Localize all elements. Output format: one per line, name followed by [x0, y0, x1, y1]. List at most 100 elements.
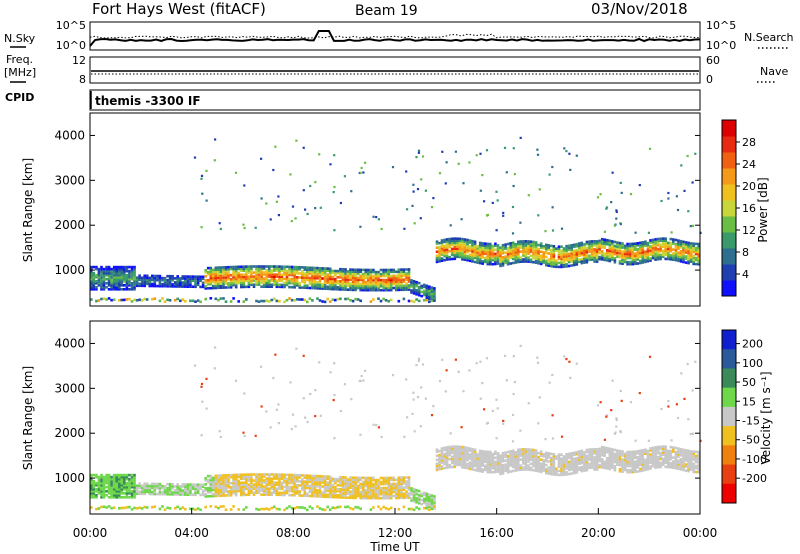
power-cell [382, 274, 385, 278]
power-cell [578, 250, 581, 253]
velocity-cell [448, 453, 451, 457]
velocity-cell [425, 500, 429, 504]
velocity-cell [491, 470, 495, 474]
power-cell [608, 255, 612, 259]
power-cell [499, 260, 502, 264]
velocity-cell [649, 447, 652, 450]
velocity-cell [547, 452, 551, 455]
velocity-cell [313, 488, 317, 492]
power-cell [659, 247, 662, 251]
power-cell [542, 259, 545, 262]
velocity-cell [346, 484, 350, 487]
power-cell [237, 275, 240, 279]
velocity-cell [118, 488, 121, 491]
power-cell [567, 254, 571, 258]
power-cell [354, 280, 357, 284]
power-cell [471, 243, 474, 247]
power-cell [639, 255, 642, 259]
power-cell [295, 272, 299, 275]
power-cell [384, 299, 388, 302]
power-cell [339, 272, 342, 275]
velocity-cell [623, 458, 627, 462]
power-cell [336, 271, 340, 275]
power-cell [550, 252, 553, 256]
velocity-cell [697, 458, 701, 462]
power-cell [489, 256, 492, 260]
power-cell [433, 295, 436, 298]
power-cell [496, 244, 500, 247]
power-cell [529, 240, 533, 243]
velocity-cell [171, 485, 174, 488]
cpid-strip: themis -3300 IF [89, 89, 701, 111]
power-cell [384, 270, 388, 274]
power-cell [608, 245, 612, 249]
velocity-cell [438, 380, 442, 383]
velocity-cell [105, 481, 108, 485]
power-cell [217, 278, 220, 282]
velocity-cell [676, 416, 680, 420]
power-cell [424, 189, 427, 192]
velocity-cell [428, 501, 431, 504]
velocity-cell [458, 463, 462, 467]
power-cell [457, 162, 460, 165]
velocity-cell [580, 455, 584, 459]
power-cell [682, 246, 685, 250]
velocity-cell [656, 457, 660, 461]
power-cell [196, 279, 200, 283]
power-cell [509, 244, 512, 247]
power-cell [471, 260, 474, 263]
velocity-cell [598, 451, 601, 455]
velocity-cell [694, 360, 697, 363]
power-cell [313, 278, 317, 282]
velocity-cell [522, 460, 525, 463]
velocity-cell [425, 492, 429, 496]
power-cell [222, 280, 225, 283]
velocity-cell [534, 461, 538, 464]
velocity-cell [303, 490, 307, 493]
power-cell [644, 254, 647, 258]
velocity-cell [232, 475, 235, 479]
velocity-cell [654, 466, 657, 469]
velocity-cell [234, 493, 238, 497]
velocity-cell [478, 469, 482, 473]
power-cell [667, 245, 670, 249]
velocity-cell [638, 392, 641, 395]
power-cell [506, 250, 510, 254]
velocity-cell [415, 496, 418, 500]
power-cell [537, 259, 540, 263]
power-cell [392, 286, 396, 290]
velocity-cell [179, 485, 182, 488]
power-cell [130, 300, 134, 303]
power-cell [336, 275, 340, 279]
power-cell [438, 247, 441, 251]
power-cell [140, 278, 144, 282]
power-cell [560, 249, 563, 252]
velocity-cell [527, 402, 530, 405]
power-cell [316, 297, 319, 300]
power-cell [123, 277, 126, 281]
power-cell [145, 278, 149, 282]
velocity-cell [585, 466, 589, 470]
velocity-cell [527, 460, 530, 463]
velocity-cell [626, 452, 629, 456]
power-cell [661, 237, 665, 240]
velocity-cell [107, 483, 111, 487]
power-cell [423, 298, 426, 302]
power-cell [468, 255, 472, 258]
velocity-cell [92, 488, 96, 491]
velocity-cell [527, 454, 530, 457]
velocity-cell [306, 482, 309, 485]
velocity-cell [313, 490, 317, 494]
velocity-cell [184, 491, 187, 494]
velocity-cell [550, 472, 553, 476]
velocity-cell [692, 458, 695, 462]
power-cell [534, 245, 538, 248]
velocity-cell [534, 449, 538, 452]
velocity-cell [443, 456, 446, 460]
velocity-cell [107, 485, 111, 489]
velocity-cell [473, 460, 477, 464]
power-cell [374, 276, 378, 280]
velocity-cell [118, 490, 121, 493]
velocity-cell [536, 361, 540, 364]
power-cell [636, 256, 640, 259]
